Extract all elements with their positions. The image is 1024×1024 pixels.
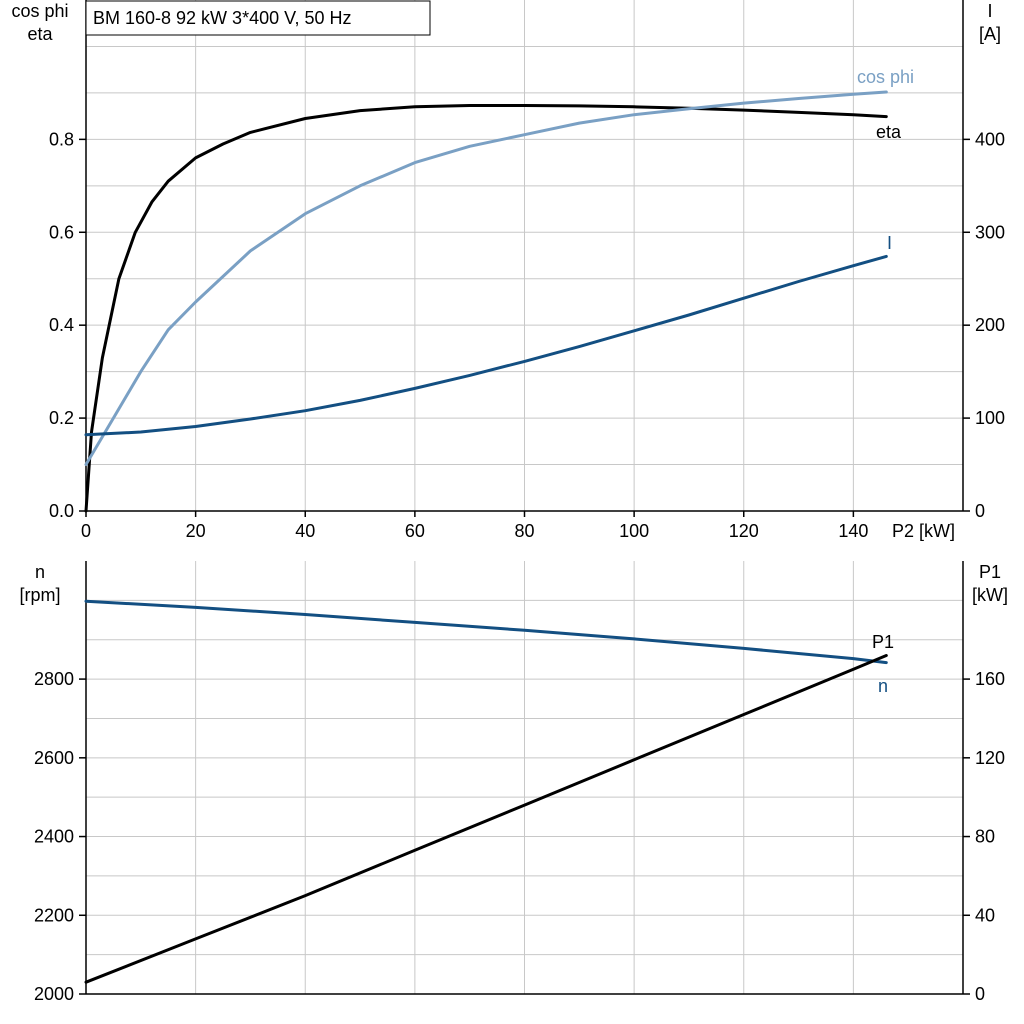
left-tick-label: 0.6 (49, 222, 74, 242)
speed-power-plot: 2000 2200 2400 2600 2800 0 40 80 120 160 n [rpm] P1 [… (19, 561, 1008, 1004)
p1-curve (84, 654, 888, 984)
cos-phi-curve (84, 90, 888, 466)
right-tick-label: 0 (975, 984, 985, 1004)
right-axis-unit: [A] (979, 24, 1001, 44)
title-box-frame (85, 0, 431, 36)
right-axis-title: I (987, 1, 992, 21)
right-tick-label: 200 (975, 315, 1005, 335)
eta-curve (84, 104, 888, 513)
p1-curve-label: P1 (872, 632, 894, 652)
right-tick-label: 300 (975, 222, 1005, 242)
right-tick-label: 40 (975, 905, 995, 925)
x-tick-label: 0 (81, 521, 91, 541)
left-tick-label: 2600 (34, 748, 74, 768)
left-tick-label: 0.0 (49, 501, 74, 521)
left-tick-label: 2800 (34, 669, 74, 689)
right-tick-label: 160 (975, 669, 1005, 689)
left-tick-label: 0.8 (49, 129, 74, 149)
right-tick-label: 80 (975, 827, 995, 847)
left-axis-unit: [rpm] (19, 585, 60, 605)
right-axis-title: P1 (979, 562, 1001, 582)
eta-curve-label: eta (876, 122, 902, 142)
left-axis-title: cos phi (11, 1, 68, 21)
x-tick-label: 120 (729, 521, 759, 541)
speed-curve-label: n (878, 676, 888, 696)
right-tick-label: 400 (975, 129, 1005, 149)
left-axis-unit: eta (27, 24, 53, 44)
right-tick-label: 120 (975, 748, 1005, 768)
left-tick-label: 2000 (34, 984, 74, 1004)
left-tick-label: 2400 (34, 827, 74, 847)
left-tick-label: 2200 (34, 905, 74, 925)
current-curve-label: I (887, 233, 892, 253)
x-tick-label: 40 (295, 521, 315, 541)
current-curve (84, 254, 888, 437)
x-tick-label: 20 (186, 521, 206, 541)
chart-title-box: BM 160-8 92 kW 3*400 V, 50 Hz (85, 0, 431, 36)
cos-phi-curve-label: cos phi (857, 67, 914, 87)
x-tick-label: 60 (405, 521, 425, 541)
x-axis-title: P2 [kW] (892, 521, 955, 541)
right-tick-label: 100 (975, 408, 1005, 428)
left-tick-label: 0.4 (49, 315, 74, 335)
x-tick-label: 140 (838, 521, 868, 541)
right-tick-label: 0 (975, 501, 985, 521)
left-tick-label: 0.2 (49, 408, 74, 428)
left-axis-title: n (35, 562, 45, 582)
speed-curve (84, 599, 888, 665)
chart-title: BM 160-8 92 kW 3*400 V, 50 Hz (93, 8, 351, 28)
x-tick-label: 80 (514, 521, 534, 541)
right-axis-unit: [kW] (972, 585, 1008, 605)
x-tick-label: 100 (619, 521, 649, 541)
